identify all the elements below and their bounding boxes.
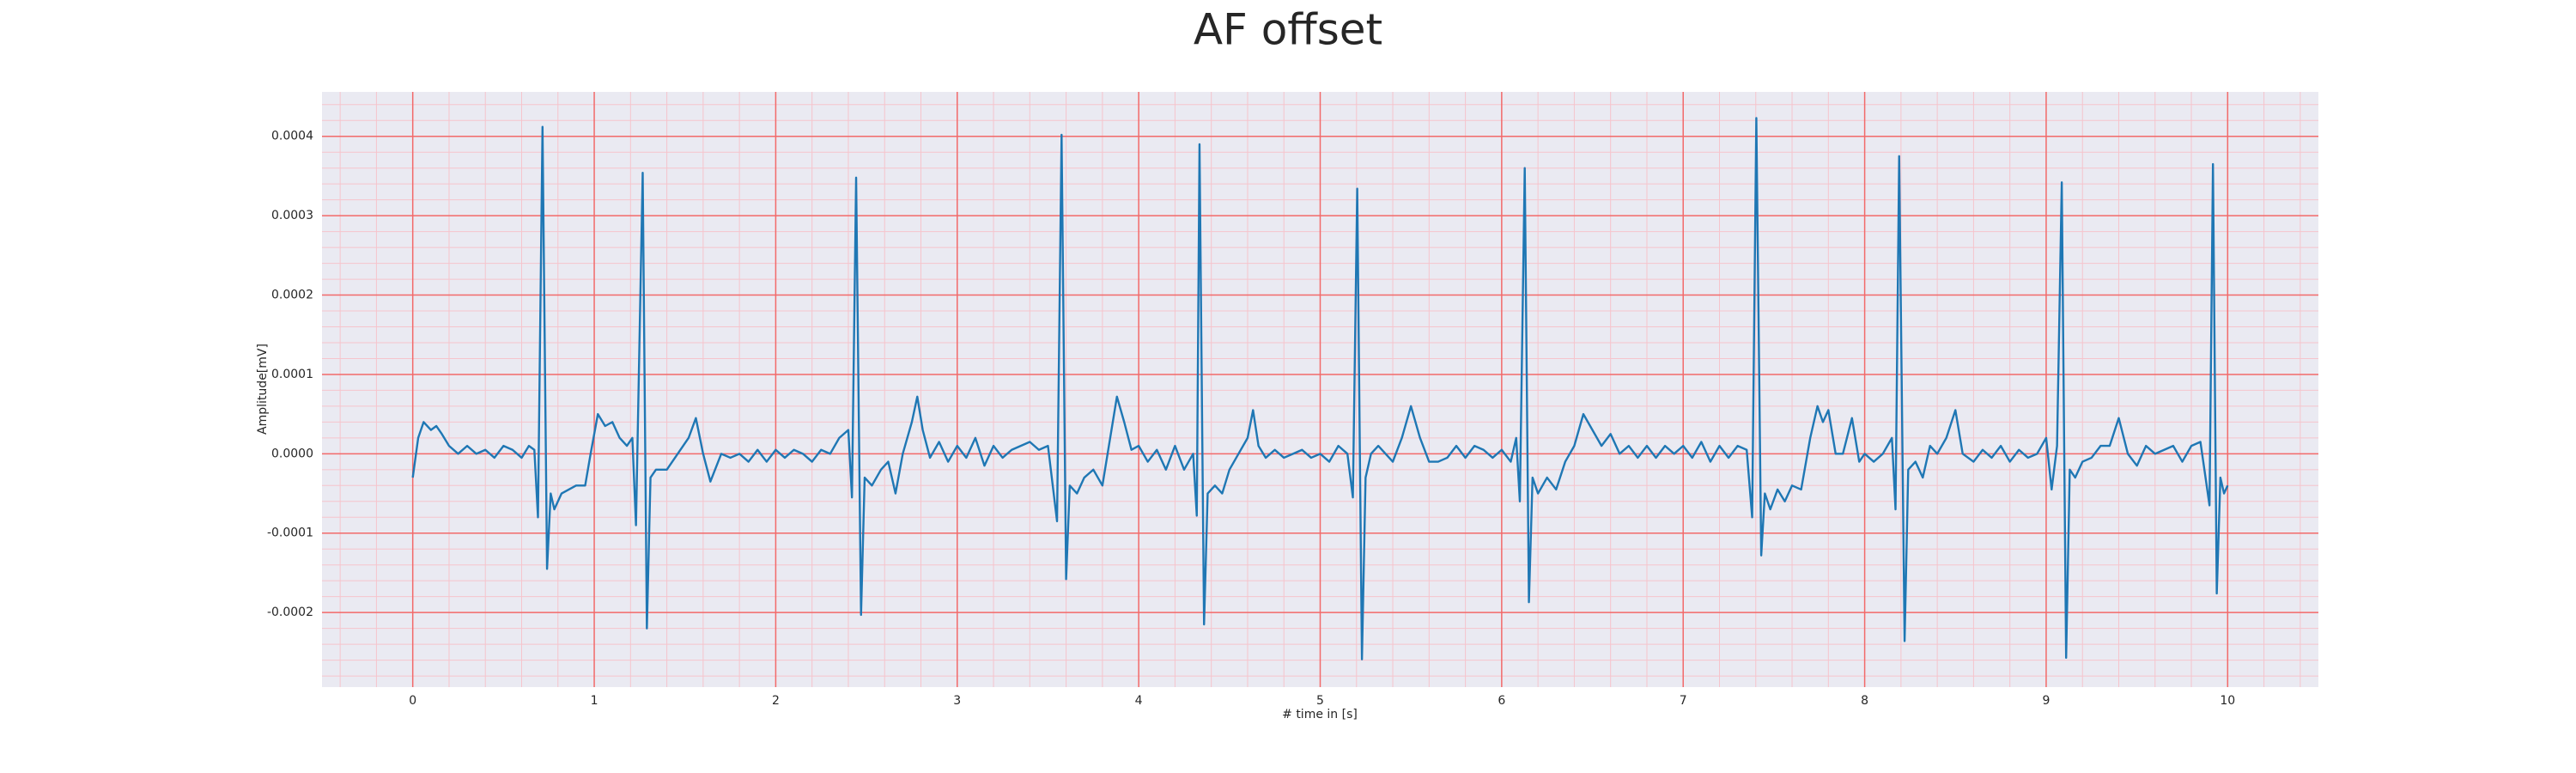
- y-tick-label: 0.0001: [271, 368, 313, 381]
- x-tick-label: 0: [409, 694, 416, 708]
- x-tick-label: 7: [1680, 694, 1687, 708]
- x-tick-label: 10: [2220, 694, 2235, 708]
- x-tick-label: 8: [1861, 694, 1868, 708]
- x-axis-label: # time in [s]: [1282, 708, 1358, 721]
- x-tick-label: 4: [1135, 694, 1143, 708]
- y-tick-label: -0.0001: [267, 526, 313, 540]
- chart-title: AF offset: [1194, 5, 1382, 55]
- y-tick-label: 0.0000: [271, 447, 313, 460]
- x-tick-label: 9: [2042, 694, 2050, 708]
- y-tick-label: 0.0002: [271, 289, 313, 302]
- x-tick-label: 6: [1498, 694, 1505, 708]
- x-tick-label: 3: [953, 694, 961, 708]
- y-tick-label: -0.0002: [267, 606, 313, 619]
- line-series: [411, 117, 2229, 660]
- x-tick-label: 5: [1316, 694, 1324, 708]
- x-tick-label: 1: [591, 694, 598, 708]
- y-tick-label: 0.0004: [271, 130, 313, 143]
- y-tick-label: 0.0003: [271, 209, 313, 222]
- y-axis-label: Amplitude[mV]: [256, 344, 270, 435]
- x-tick-label: 2: [772, 694, 780, 708]
